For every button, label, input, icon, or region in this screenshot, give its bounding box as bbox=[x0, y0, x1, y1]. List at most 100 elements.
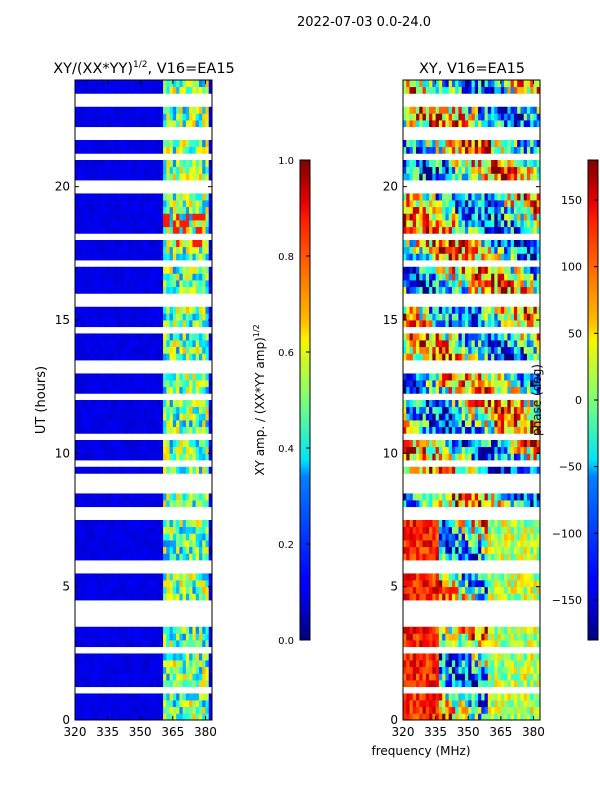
heatmap-cell bbox=[491, 353, 495, 361]
heatmap-cell bbox=[435, 320, 440, 328]
heatmap-cell bbox=[140, 200, 144, 208]
heatmap-cell bbox=[133, 420, 138, 428]
heatmap-cell bbox=[491, 266, 495, 274]
heatmap-cell bbox=[91, 346, 95, 354]
heatmap-cell bbox=[133, 540, 138, 548]
heatmap-cell bbox=[491, 426, 495, 434]
heatmap-cell bbox=[88, 533, 92, 541]
heatmap-cell bbox=[84, 406, 89, 414]
heatmap-cell bbox=[169, 140, 174, 148]
heatmap-cell bbox=[406, 453, 410, 461]
heatmap-cell bbox=[416, 673, 420, 681]
gap-row bbox=[403, 506, 540, 514]
heatmap-cell bbox=[523, 526, 528, 534]
heatmap-cell bbox=[198, 700, 203, 708]
heatmap-cell bbox=[176, 453, 180, 461]
heatmap-cell bbox=[451, 353, 456, 361]
heatmap-cell bbox=[195, 493, 200, 501]
heatmap-cell bbox=[500, 426, 505, 434]
heatmap-cell bbox=[422, 593, 427, 601]
heatmap-cell bbox=[478, 653, 482, 661]
heatmap-cell bbox=[140, 386, 144, 394]
heatmap-cell bbox=[442, 633, 446, 641]
heatmap-cell bbox=[422, 466, 427, 474]
heatmap-cell bbox=[205, 573, 210, 581]
heatmap-cell bbox=[478, 440, 482, 448]
heatmap-cell bbox=[461, 333, 466, 341]
heatmap-cell bbox=[84, 540, 89, 548]
heatmap-cell bbox=[198, 120, 203, 128]
heatmap-cell bbox=[507, 406, 512, 414]
heatmap-cell bbox=[422, 546, 427, 554]
heatmap-cell bbox=[84, 426, 89, 434]
heatmap-cell bbox=[117, 626, 122, 634]
heatmap-cell bbox=[198, 440, 203, 448]
heatmap-cell bbox=[192, 453, 197, 461]
heatmap-cell bbox=[484, 373, 489, 381]
heatmap-cell bbox=[127, 166, 131, 174]
heatmap-cell bbox=[97, 653, 102, 661]
heatmap-cell bbox=[81, 633, 86, 641]
heatmap-cell bbox=[94, 626, 99, 634]
heatmap-cell bbox=[500, 586, 505, 594]
heatmap-cell bbox=[133, 553, 138, 561]
heatmap-cell bbox=[458, 313, 463, 321]
gap-row bbox=[75, 613, 212, 620]
heatmap-cell bbox=[504, 666, 508, 674]
heatmap-cell bbox=[494, 446, 498, 454]
heatmap-cell bbox=[205, 533, 210, 541]
heatmap-cell bbox=[491, 246, 495, 254]
heatmap-cell bbox=[91, 540, 95, 548]
heatmap-cell bbox=[127, 273, 131, 281]
heatmap-cell bbox=[435, 380, 440, 388]
gap-row bbox=[403, 560, 540, 567]
heatmap-cell bbox=[88, 146, 92, 154]
heatmap-cell bbox=[432, 453, 437, 461]
heatmap-cell bbox=[464, 306, 469, 314]
heatmap-cell bbox=[140, 586, 144, 594]
heatmap-cell bbox=[474, 666, 479, 674]
heatmap-cell bbox=[507, 673, 512, 681]
heatmap-cell bbox=[107, 540, 112, 548]
heatmap-cell bbox=[536, 400, 541, 408]
heatmap-cell bbox=[458, 540, 463, 548]
heatmap-cell bbox=[403, 540, 407, 548]
heatmap-cell bbox=[140, 226, 144, 234]
heatmap-cell bbox=[176, 546, 180, 554]
heatmap-cell bbox=[507, 266, 512, 274]
heatmap-cell bbox=[429, 533, 433, 541]
heatmap-cell bbox=[510, 380, 515, 388]
heatmap-cell bbox=[133, 220, 138, 228]
heatmap-cell bbox=[491, 333, 495, 341]
heatmap-cell bbox=[88, 273, 92, 281]
heatmap-cell bbox=[172, 80, 177, 88]
heatmap-cell bbox=[185, 313, 190, 321]
heatmap-cell bbox=[153, 266, 157, 274]
heatmap-cell bbox=[185, 333, 190, 341]
heatmap-cell bbox=[530, 446, 534, 454]
heatmap-cell bbox=[533, 266, 538, 274]
heatmap-cell bbox=[406, 413, 410, 421]
heatmap-cell bbox=[448, 500, 453, 508]
heatmap-cell bbox=[526, 553, 531, 561]
heatmap-cell bbox=[133, 426, 138, 434]
heatmap-cell bbox=[208, 453, 213, 461]
heatmap-cell bbox=[500, 573, 505, 581]
heatmap-cell bbox=[435, 553, 440, 561]
heatmap-cell bbox=[136, 86, 141, 94]
heatmap-cell bbox=[442, 693, 446, 701]
heatmap-cell bbox=[150, 466, 154, 474]
heatmap-cell bbox=[140, 313, 144, 321]
heatmap-cell bbox=[120, 626, 125, 634]
heatmap-cell bbox=[513, 373, 518, 381]
heatmap-cell bbox=[136, 533, 141, 541]
heatmap-cell bbox=[88, 246, 92, 254]
heatmap-cell bbox=[416, 633, 420, 641]
heatmap-cell bbox=[526, 413, 531, 421]
heatmap-cell bbox=[163, 173, 167, 181]
heatmap-cell bbox=[435, 706, 440, 714]
heatmap-cell bbox=[153, 586, 157, 594]
heatmap-cell bbox=[536, 426, 541, 434]
heatmap-cell bbox=[487, 420, 492, 428]
heatmap-cell bbox=[123, 500, 128, 508]
